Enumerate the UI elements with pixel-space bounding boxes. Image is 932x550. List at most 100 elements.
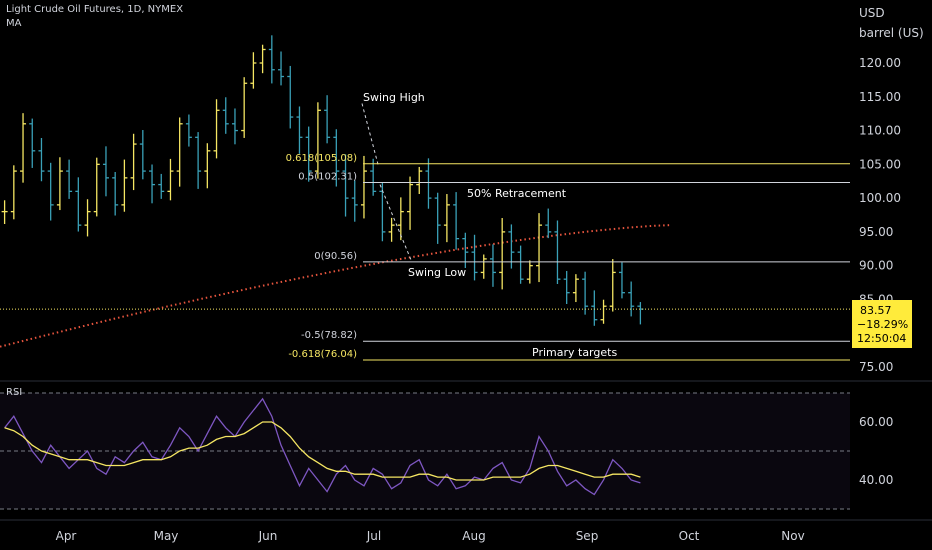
last-price-box: 83.57 −18.29% 12:50:04 [852,300,912,348]
rsi-pane [0,392,850,510]
ohlc-bar [278,51,285,86]
ohlc-bar [139,130,146,180]
ohlc-bar [443,194,450,243]
ohlc-bar [112,171,119,216]
ohlc-bar [600,299,607,324]
fibonacci-levels: 0.618(105.08) 0.5(102.31) 0(90.56) -0.5(78.… [286,153,850,361]
ohlc-bar [38,138,45,182]
ohlc-bar [517,245,524,284]
ohlc-bar [102,146,109,197]
swing-high-label: Swing High [363,91,425,104]
last-price-countdown: 12:50:04 [857,332,906,345]
ohlc-bar [508,224,515,269]
ohlc-bar [324,95,331,144]
ohlc-bar [453,192,460,250]
ohlc-bar [29,118,36,168]
ohlc-bar [20,113,27,183]
ohlc-bar [526,260,533,284]
ohlc-bar [489,244,496,287]
ohlc-bar [618,262,625,299]
ohlc-bar [416,166,423,195]
ohlc-bar [480,254,487,279]
fib-level: 0.618(105.08) [286,153,850,165]
ohlc-bar [75,177,82,232]
ohlc-bar [314,102,321,179]
ohlc-bar [554,220,561,285]
price-axis-tick: 100.00 [859,191,901,205]
price-axis-tick: 90.00 [859,259,893,273]
ohlc-bar [609,259,616,312]
ohlc-bar [66,159,73,199]
ohlc-bar [425,158,432,209]
fib-level: -0.5(78.82) [301,330,850,342]
fib-level-label: 0.5(102.31) [298,172,357,183]
ohlc-bar [149,164,156,204]
time-axis-tick: Jul [366,529,381,543]
ohlc-bar [84,199,91,237]
ohlc-bar [471,234,478,281]
price-axis-tick: 120.00 [859,56,901,70]
price-axis-tick: 75.00 [859,360,893,374]
ohlc-bar [213,99,220,159]
ohlc-bar [351,180,358,222]
fib-level: -0.618(76.04) [288,349,850,361]
price-pane [0,35,850,348]
ohlc-bar [296,106,303,154]
ohlc-bar [563,270,570,304]
ohlc-bar [572,274,579,303]
fib-level-label: 0.618(105.08) [286,153,358,164]
chart-title: Light Crude Oil Futures, 1D, NYMEX [6,4,184,15]
fib-level: 0(90.56) [314,251,850,263]
ohlc-bar [10,165,17,220]
unit-label: barrel (US) [859,26,924,40]
ohlc-bar [241,77,248,138]
ohlc-bar [333,129,340,187]
fib-level-label: -0.5(78.82) [301,330,357,341]
moving-average-line [0,224,671,348]
ohlc-bar [204,143,211,189]
indicator-label[interactable]: MA [6,18,22,29]
ohlc-bar [167,158,174,201]
ohlc-bar [370,158,377,196]
ohlc-bar [582,271,589,315]
retracement-label: 50% Retracement [467,187,567,200]
ohlc-bar [1,200,8,225]
ohlc-bar [47,162,54,221]
ohlc-bar [185,114,192,147]
ohlc-bar [121,159,128,212]
time-axis-tick: Oct [679,529,700,543]
time-axis-tick: Jun [258,529,278,543]
ohlc-bar [93,157,100,217]
ohlc-bar [195,132,202,189]
time-axis-tick: Sep [576,529,599,543]
ohlc-bar [176,117,183,187]
ohlc-bar [287,65,294,129]
ohlc-bar [407,176,414,230]
ohlc-bar [222,97,229,134]
swing-low-label: Swing Low [408,266,466,279]
fib-level-label: -0.618(76.04) [288,349,357,360]
ohlc-bar [388,217,395,242]
fib-level-label: 0(90.56) [314,251,357,262]
axes: 120.00 115.00 110.00 105.00 100.00 95.00 90.00… [0,56,932,543]
ohlc-bar [342,154,349,217]
price-axis-tick: 95.00 [859,225,893,239]
price-axis-tick: 105.00 [859,157,901,171]
ohlc-bar [462,232,469,268]
time-axis-tick: Nov [781,529,804,543]
fib-level: 0.5(102.31) [298,172,850,184]
ohlc-bar [434,192,441,244]
last-price-bg [852,300,912,348]
ohlc-bar [250,52,257,89]
ohlc-bar [158,173,165,199]
last-price-value: 83.57 [860,304,892,317]
price-axis-tick: 115.00 [859,90,901,104]
ohlc-bar [56,157,63,211]
ohlc-bar [360,155,367,219]
rsi-axis-tick: 40.00 [859,473,893,487]
ohlc-bar [637,302,644,325]
ohlc-bar [130,133,137,191]
ohlc-bar [499,218,506,290]
time-axis-tick: Apr [56,529,77,543]
